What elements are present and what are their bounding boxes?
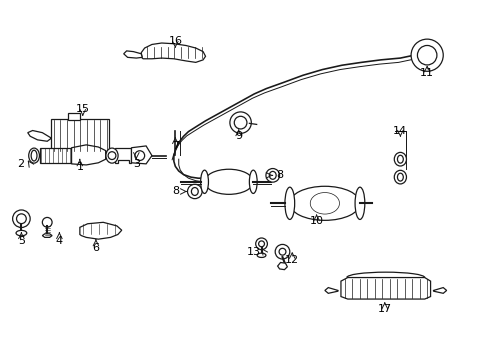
- Ellipse shape: [257, 253, 265, 257]
- Text: 2: 2: [17, 159, 24, 169]
- Circle shape: [229, 112, 251, 133]
- Circle shape: [255, 238, 267, 250]
- Polygon shape: [71, 145, 105, 165]
- Ellipse shape: [393, 152, 406, 166]
- Circle shape: [17, 214, 26, 224]
- Ellipse shape: [393, 170, 406, 184]
- Text: 10: 10: [309, 216, 323, 226]
- Ellipse shape: [187, 184, 202, 199]
- Circle shape: [258, 241, 264, 247]
- Text: 3: 3: [133, 159, 140, 169]
- Text: 12: 12: [285, 255, 299, 265]
- Text: 13: 13: [247, 247, 261, 257]
- Polygon shape: [433, 288, 446, 293]
- Polygon shape: [277, 262, 287, 270]
- Ellipse shape: [397, 173, 403, 181]
- Polygon shape: [123, 51, 142, 58]
- Ellipse shape: [269, 171, 276, 179]
- Ellipse shape: [285, 187, 294, 220]
- Text: 4: 4: [56, 236, 63, 246]
- Ellipse shape: [29, 148, 40, 163]
- Circle shape: [108, 152, 116, 159]
- Circle shape: [234, 116, 246, 129]
- Polygon shape: [131, 146, 152, 164]
- Bar: [68, 113, 80, 120]
- Ellipse shape: [204, 169, 253, 194]
- Text: 16: 16: [168, 36, 182, 46]
- Circle shape: [275, 244, 289, 259]
- Polygon shape: [42, 234, 52, 237]
- Text: 8: 8: [275, 170, 283, 180]
- Polygon shape: [28, 131, 51, 141]
- Text: 17: 17: [377, 304, 391, 314]
- Circle shape: [279, 248, 285, 255]
- Text: 9: 9: [235, 131, 242, 141]
- Text: 5: 5: [18, 236, 25, 246]
- Circle shape: [417, 45, 436, 65]
- Text: 1: 1: [76, 162, 83, 172]
- Text: 15: 15: [76, 104, 90, 114]
- Text: 8: 8: [172, 186, 180, 197]
- Polygon shape: [115, 148, 131, 163]
- Circle shape: [135, 151, 144, 161]
- Polygon shape: [340, 278, 430, 299]
- Ellipse shape: [16, 230, 27, 236]
- Ellipse shape: [200, 170, 208, 193]
- Ellipse shape: [265, 168, 279, 182]
- Polygon shape: [40, 148, 71, 163]
- Text: 6: 6: [92, 243, 99, 253]
- Text: 11: 11: [419, 68, 433, 78]
- Ellipse shape: [397, 155, 403, 163]
- Polygon shape: [324, 288, 337, 293]
- Circle shape: [410, 39, 442, 71]
- Circle shape: [42, 217, 52, 227]
- Ellipse shape: [354, 187, 364, 220]
- Ellipse shape: [106, 148, 118, 163]
- Ellipse shape: [249, 170, 257, 193]
- Bar: [51, 119, 109, 151]
- Ellipse shape: [191, 188, 198, 195]
- Polygon shape: [80, 222, 122, 239]
- Text: 7: 7: [171, 141, 179, 151]
- Ellipse shape: [31, 150, 37, 161]
- Ellipse shape: [289, 186, 360, 220]
- Circle shape: [13, 210, 30, 228]
- Polygon shape: [141, 43, 205, 62]
- Text: 14: 14: [392, 126, 407, 135]
